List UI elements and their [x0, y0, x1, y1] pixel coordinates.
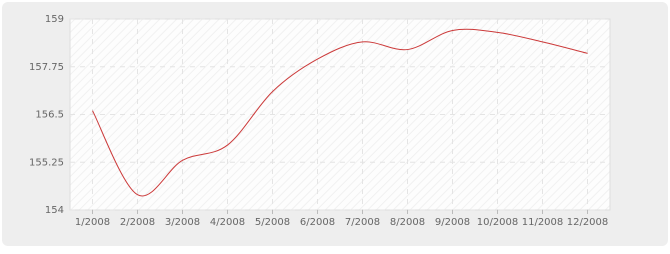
y-tick-label: 156.5 — [35, 110, 64, 121]
x-tick-label: 11/2008 — [522, 217, 564, 228]
x-tick-label: 12/2008 — [567, 217, 609, 228]
x-tick-label: 10/2008 — [477, 217, 519, 228]
x-tick-label: 3/2008 — [165, 217, 200, 228]
x-tick-label: 7/2008 — [345, 217, 380, 228]
x-tick-label: 4/2008 — [210, 217, 245, 228]
x-tick-label: 5/2008 — [255, 217, 290, 228]
x-tick-label: 2/2008 — [120, 217, 155, 228]
y-tick-label: 157.75 — [29, 62, 64, 73]
x-tick-label: 6/2008 — [300, 217, 335, 228]
x-tick-label: 9/2008 — [435, 217, 470, 228]
y-tick-label: 154 — [45, 205, 64, 216]
x-tick-label: 8/2008 — [390, 217, 425, 228]
y-tick-label: 155.25 — [29, 157, 64, 168]
line — [92, 28, 588, 197]
y-tick-label: 159 — [45, 14, 64, 25]
x-tick-label: 1/2008 — [75, 217, 110, 228]
